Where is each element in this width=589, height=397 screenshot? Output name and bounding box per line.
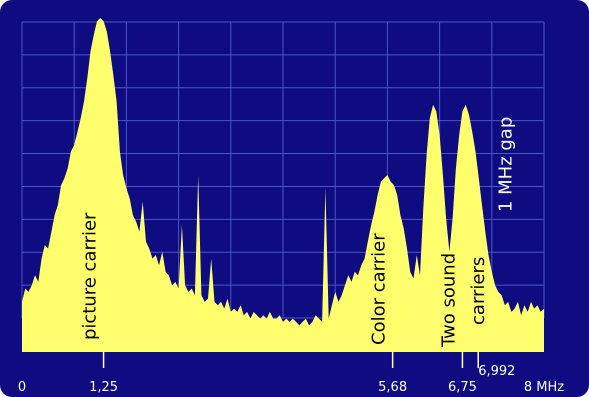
annotation-label: 1 MHz gap xyxy=(495,117,516,212)
tick-label: 8 MHz xyxy=(524,380,564,395)
annotation-label: Two sound xyxy=(438,253,459,348)
spectrum-area xyxy=(22,18,544,352)
annotation-label: picture carrier xyxy=(80,212,101,340)
tick-label: 1,25 xyxy=(89,380,118,395)
tick-label: 5,68 xyxy=(378,380,407,395)
x-axis-ticks: 0 1,25 5,68 6,756,992 8 MHz xyxy=(18,352,564,395)
annotation-label: Color carrier xyxy=(369,233,390,345)
tick-label: 6,992 xyxy=(478,364,515,379)
annotation-label: carriers xyxy=(468,257,489,325)
tick-label: 6,75 xyxy=(448,380,477,395)
annotations: picture carrier Color carrier Two sound car… xyxy=(80,117,517,348)
tick-label: 0 xyxy=(18,380,26,395)
